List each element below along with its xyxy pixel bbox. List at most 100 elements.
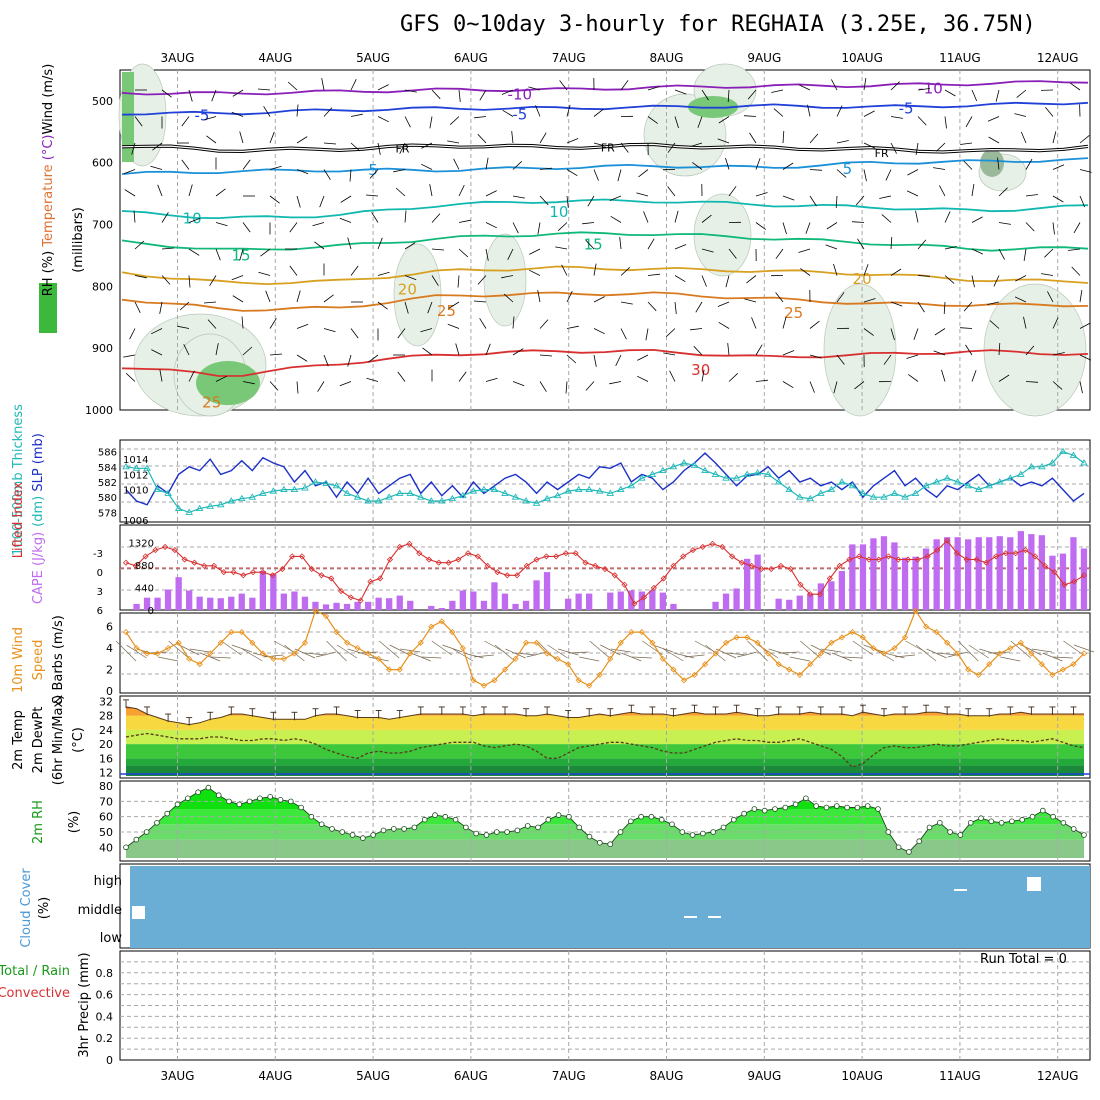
wind-barb [755, 158, 761, 170]
wind-barb [620, 301, 633, 305]
lifted-index-point [523, 562, 530, 569]
thickness-axis-title: 1000-500mb Thickness [11, 404, 26, 556]
xs-ytick-label: 600 [92, 157, 113, 170]
surface-wind-barb [810, 644, 831, 656]
rh-band [126, 839, 1084, 858]
isotherm-line [121, 265, 1089, 286]
thickness-point [385, 493, 393, 500]
cloud-gap [132, 906, 145, 919]
wind-speed-point [333, 629, 340, 636]
cape-bar [459, 590, 466, 610]
wind-speed-point [375, 655, 382, 662]
rh-point [772, 806, 778, 812]
rh-point [380, 827, 387, 834]
wind-speed-point [501, 666, 509, 673]
wind-speed-point [649, 639, 656, 646]
xs-ytick-label: 800 [92, 280, 113, 293]
cape-bar [196, 596, 203, 610]
wind-barb [287, 81, 298, 91]
wind-barb [665, 328, 676, 337]
cape-bar [817, 583, 824, 610]
wind-barb [458, 219, 471, 223]
rh-point [267, 793, 274, 800]
rh-point [669, 821, 675, 828]
rh-tick-label: 50 [99, 826, 113, 839]
wind-barb [836, 140, 849, 144]
isotherm-label: 20 [398, 280, 417, 298]
rh-point [627, 818, 634, 825]
lifted-index-axis-title-part: Lifted Index [11, 481, 26, 558]
x-date-label-bottom: 11AUG [939, 1069, 981, 1083]
cape-bar [859, 544, 867, 610]
lifted-index-point [308, 565, 315, 573]
thickness-point [1017, 470, 1025, 477]
thickness-point [627, 481, 636, 489]
wind-barb [507, 248, 514, 260]
wind-barb [1023, 248, 1027, 261]
wind-barb [377, 271, 390, 276]
rh-point [452, 816, 459, 823]
wind-barb [746, 275, 757, 284]
wind-barb [449, 116, 460, 125]
surface-wind-barb [463, 652, 484, 659]
rh-point [411, 824, 418, 831]
cape-bar [1070, 537, 1077, 610]
lifted-index-point [269, 572, 276, 579]
wind-speed-point [596, 671, 603, 678]
surface-wind-barb [726, 652, 747, 656]
wind-barb [453, 158, 460, 170]
wind-barb [674, 275, 686, 283]
wind-barb [744, 298, 757, 303]
wind-barb [615, 354, 622, 366]
thickness-point [564, 487, 572, 494]
wind-speed-point [312, 607, 319, 614]
wind-barb [987, 116, 1000, 122]
wind-speed-point [249, 639, 256, 646]
wind-speed-point [1049, 671, 1056, 678]
rh-point [349, 832, 356, 838]
rh-point [1050, 813, 1056, 820]
wind-barb [129, 328, 136, 340]
wind-barb [1020, 131, 1027, 144]
wind-speed-point [817, 650, 824, 657]
rh-point [710, 829, 716, 835]
lifted-index-point [572, 550, 579, 557]
wind-speed-point [301, 639, 309, 646]
cape-bar [186, 590, 193, 610]
wind-barb [215, 343, 219, 356]
wind-barb [782, 222, 787, 235]
precip-axis-title-part: 3hr Precip (mm) [77, 952, 92, 1057]
surface-wind-barb [663, 648, 684, 662]
cape-bar [280, 593, 287, 610]
rh-point [566, 813, 572, 820]
lifted-index-point [914, 556, 921, 563]
cape-bar [207, 597, 214, 610]
wind-barb [404, 301, 409, 314]
wind-barb [638, 169, 649, 178]
wind-barb [242, 346, 253, 356]
lifted-index-point [240, 572, 247, 579]
li-tick-label: 6 [97, 606, 103, 617]
wind-axis-title-1: 10m Wind [11, 627, 26, 693]
rh-bands [126, 787, 1084, 858]
lifted-index-point [1012, 550, 1019, 557]
rh-point [679, 829, 686, 835]
cape-bar [259, 571, 266, 610]
surface-wind-barb [1063, 640, 1084, 656]
isotherm-line [121, 157, 1089, 175]
wind-speed-point [291, 650, 298, 657]
wind-barb [559, 80, 568, 91]
lifted-index-point [1022, 547, 1029, 554]
rh-point [720, 824, 727, 831]
wind-barb [368, 354, 379, 363]
rh-point [998, 819, 1005, 826]
wind-barb [881, 214, 892, 223]
li-tick-label: 0 [97, 568, 103, 579]
thickness-point [985, 481, 994, 489]
surface-wind-barb [315, 651, 337, 658]
lifted-index-point [992, 553, 1000, 560]
x-date-label-bottom: 6AUG [454, 1069, 488, 1083]
rh-point [174, 801, 181, 808]
precip-legend-total: Total / Rain [0, 964, 70, 979]
wind-speed-point [965, 666, 972, 673]
